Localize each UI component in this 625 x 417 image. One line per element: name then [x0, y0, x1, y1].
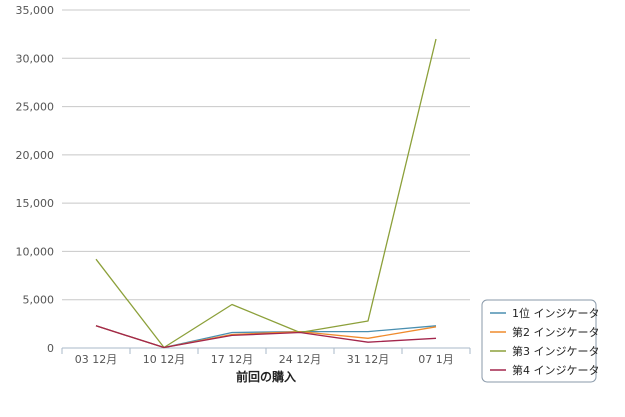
x-tick-label: 24 12月 [279, 353, 322, 366]
series-lines [96, 39, 436, 348]
series-line-2 [96, 326, 436, 348]
y-tick-label: 5,000 [23, 294, 55, 307]
series-line-1 [96, 326, 436, 348]
x-tick-label: 07 1月 [418, 353, 454, 366]
x-tick-label: 03 12月 [75, 353, 118, 366]
series-line-4 [96, 326, 436, 348]
x-tick-label: 17 12月 [211, 353, 254, 366]
legend-item-label[interactable]: 第4 インジケータ [512, 363, 600, 377]
legend-item-label[interactable]: 1位 インジケータ [512, 306, 600, 320]
y-tick-label: 35,000 [16, 4, 55, 17]
x-tick-label: 31 12月 [347, 353, 390, 366]
y-tick-label: 25,000 [16, 101, 55, 114]
y-tick-label: 20,000 [16, 149, 55, 162]
y-tick-label: 30,000 [16, 52, 55, 65]
legend-item-label[interactable]: 第3 インジケータ [512, 344, 600, 358]
x-tick-label: 10 12月 [143, 353, 186, 366]
y-tick-label: 15,000 [16, 197, 55, 210]
x-axis-title: 前回の購入 [236, 369, 296, 384]
grid-lines [62, 10, 470, 348]
y-tick-label: 0 [47, 342, 54, 355]
y-tick-label: 10,000 [16, 245, 55, 258]
legend-item-label[interactable]: 第2 インジケータ [512, 325, 600, 339]
series-line-3 [96, 39, 436, 348]
